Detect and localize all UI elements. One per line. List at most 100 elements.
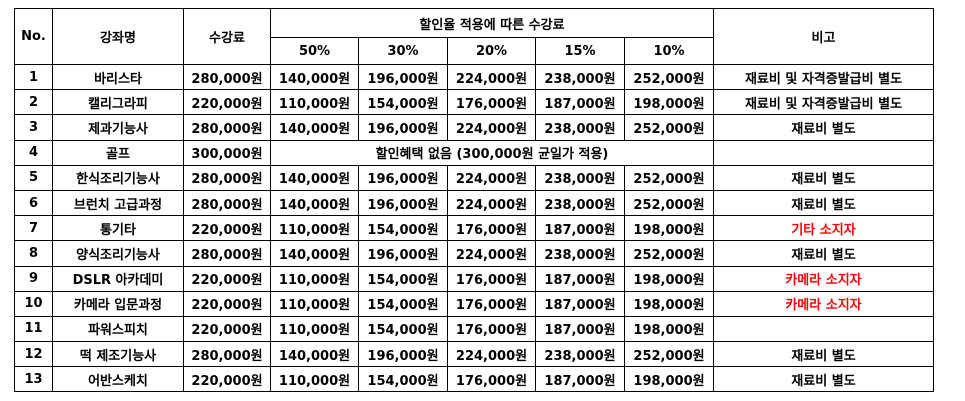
fee-10-percent: 252,000원 [624, 164, 714, 191]
fee-20-percent: 224,000원 [447, 114, 536, 141]
fee-10-percent: 198,000원 [624, 315, 714, 343]
fee-30-percent: 154,000원 [358, 89, 448, 116]
course-name: 어반스케치 [52, 366, 184, 393]
fee-10-percent: 252,000원 [624, 189, 714, 217]
fee-table: No. 강좌명 수강료 할인율 적용에 따른 수강료 비고 50% 30% 20… [14, 8, 934, 393]
header-course: 강좌명 [52, 8, 184, 65]
header-fee: 수강료 [183, 8, 271, 65]
course-fee: 220,000원 [183, 290, 271, 317]
fee-15-percent: 187,000원 [535, 265, 625, 292]
course-name: 양식조리기능사 [52, 240, 184, 267]
fee-10-percent: 198,000원 [624, 215, 714, 242]
fee-10-percent: 252,000원 [624, 63, 714, 91]
course-fee: 220,000원 [183, 315, 271, 343]
fee-50-percent: 110,000원 [270, 366, 359, 393]
fee-50-percent: 140,000원 [270, 164, 359, 191]
table-row: 11 파워스피치 220,000원 110,000원 154,000원 176,000원 1… [14, 315, 934, 343]
fee-30-percent: 196,000원 [358, 189, 448, 217]
header-no: No. [14, 8, 53, 65]
table-row: 6 브런치 고급과정 280,000원 140,000원 196,000원 224,000… [14, 189, 934, 217]
row-number: 13 [14, 366, 53, 393]
course-name: 브런치 고급과정 [52, 189, 184, 217]
remark: 재료비 및 자격증발급비 별도 [713, 89, 934, 116]
fee-30-percent: 196,000원 [358, 164, 448, 191]
remark: 재료비 별도 [713, 189, 934, 217]
remark: 재료비 별도 [713, 366, 934, 393]
row-number: 2 [14, 89, 53, 116]
table-body: 1 바리스타 280,000원 140,000원 196,000원 224,000원 238… [14, 63, 934, 393]
fee-20-percent: 224,000원 [447, 189, 536, 217]
course-fee: 280,000원 [183, 240, 271, 267]
fee-15-percent: 238,000원 [535, 63, 625, 91]
course-fee: 220,000원 [183, 366, 271, 393]
row-number: 3 [14, 114, 53, 141]
fee-10-percent: 252,000원 [624, 341, 714, 368]
row-number: 8 [14, 240, 53, 267]
course-name: 떡 제조기능사 [52, 341, 184, 368]
remark: 재료비 별도 [713, 114, 934, 141]
course-name: 제과기능사 [52, 114, 184, 141]
fee-50-percent: 110,000원 [270, 89, 359, 116]
header-rate: 10% [624, 37, 714, 65]
remark: 재료비 별도 [713, 240, 934, 267]
remark: 재료비 및 자격증발급비 별도 [713, 63, 934, 91]
fee-50-percent: 140,000원 [270, 341, 359, 368]
course-name: 한식조리기능사 [52, 164, 184, 191]
course-name: DSLR 아카데미 [52, 265, 184, 292]
course-name: 골프 [52, 139, 184, 166]
course-name: 통기타 [52, 215, 184, 242]
fee-10-percent: 198,000원 [624, 89, 714, 116]
row-number: 6 [14, 189, 53, 217]
course-fee: 220,000원 [183, 215, 271, 242]
fee-15-percent: 187,000원 [535, 315, 625, 343]
header-rate: 50% [270, 37, 359, 65]
fee-30-percent: 154,000원 [358, 290, 448, 317]
table-row: 5 한식조리기능사 280,000원 140,000원 196,000원 224,000원… [14, 164, 934, 191]
fee-30-percent: 196,000원 [358, 240, 448, 267]
fee-20-percent: 176,000원 [447, 366, 536, 393]
fee-50-percent: 110,000원 [270, 215, 359, 242]
fee-30-percent: 196,000원 [358, 114, 448, 141]
fee-20-percent: 176,000원 [447, 215, 536, 242]
fee-15-percent: 187,000원 [535, 215, 625, 242]
fee-20-percent: 176,000원 [447, 315, 536, 343]
course-fee: 280,000원 [183, 341, 271, 368]
header-row: No. 강좌명 수강료 할인율 적용에 따른 수강료 비고 [14, 8, 934, 65]
row-number: 7 [14, 215, 53, 242]
fee-30-percent: 196,000원 [358, 63, 448, 91]
header-rate: 15% [535, 37, 625, 65]
fee-20-percent: 224,000원 [447, 164, 536, 191]
fee-10-percent: 252,000원 [624, 114, 714, 141]
remark: 카메라 소지자 [713, 290, 934, 317]
course-name: 캘리그라피 [52, 89, 184, 116]
remark: 재료비 별도 [713, 341, 934, 368]
row-number: 12 [14, 341, 53, 368]
header-remarks: 비고 [713, 8, 934, 65]
row-number: 9 [14, 265, 53, 292]
row-number: 4 [14, 139, 53, 166]
fee-30-percent: 196,000원 [358, 341, 448, 368]
course-fee: 280,000원 [183, 189, 271, 217]
remark: 재료비 별도 [713, 164, 934, 191]
table-row: 3 제과기능사 280,000원 140,000원 196,000원 224,000원 23… [14, 114, 934, 141]
fee-10-percent: 198,000원 [624, 366, 714, 393]
course-fee: 280,000원 [183, 164, 271, 191]
course-fee: 280,000원 [183, 63, 271, 91]
fee-10-percent: 198,000원 [624, 265, 714, 292]
fee-30-percent: 154,000원 [358, 366, 448, 393]
table-row: 12 떡 제조기능사 280,000원 140,000원 196,000원 224,000… [14, 341, 934, 368]
header-rate: 30% [358, 37, 448, 65]
table-row: 10 카메라 입문과정 220,000원 110,000원 154,000원 176,00… [14, 290, 934, 317]
remark: 기타 소지자 [713, 215, 934, 242]
table-row: 7 통기타 220,000원 110,000원 154,000원 176,000원 187,… [14, 215, 934, 242]
fee-20-percent: 176,000원 [447, 290, 536, 317]
table-row: 13 어반스케치 220,000원 110,000원 154,000원 176,000원 1… [14, 366, 934, 393]
fee-20-percent: 224,000원 [447, 63, 536, 91]
fee-15-percent: 187,000원 [535, 290, 625, 317]
course-fee: 280,000원 [183, 114, 271, 141]
fee-50-percent: 140,000원 [270, 63, 359, 91]
fee-15-percent: 187,000원 [535, 366, 625, 393]
fee-20-percent: 224,000원 [447, 240, 536, 267]
row-number: 5 [14, 164, 53, 191]
fee-20-percent: 176,000원 [447, 89, 536, 116]
